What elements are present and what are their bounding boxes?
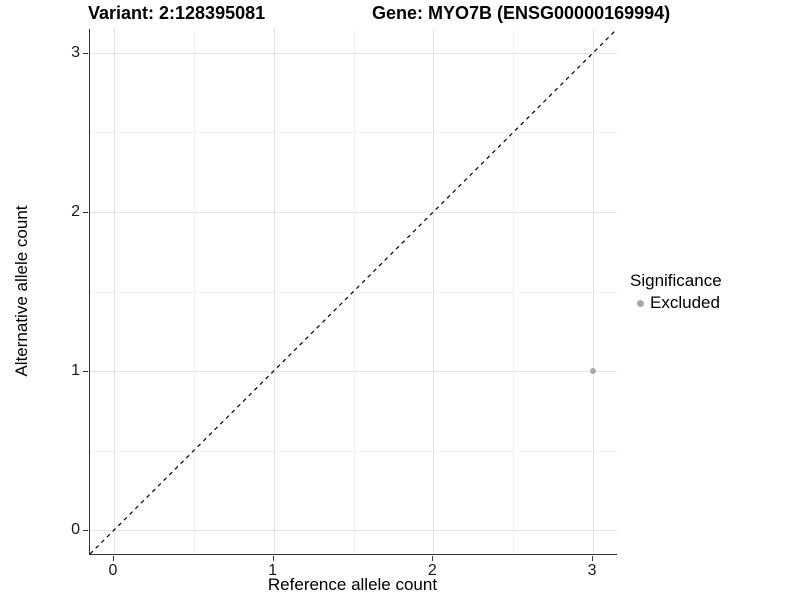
plot-panel — [89, 29, 617, 555]
y-tick-mark — [83, 52, 88, 54]
x-tick-mark — [432, 555, 434, 561]
plot-canvas — [90, 29, 617, 554]
legend-entry: Excluded — [630, 293, 722, 313]
legend-entry-label: Excluded — [650, 293, 720, 312]
y-tick-mark — [83, 371, 88, 373]
legend-entries: Excluded — [630, 293, 722, 313]
legend-marker-dot — [637, 299, 644, 307]
x-tick-mark — [272, 555, 274, 561]
y-tick-mark — [83, 211, 88, 213]
data-point — [590, 368, 597, 375]
x-tick-label: 2 — [427, 562, 437, 579]
x-tick-mark — [592, 555, 594, 561]
x-tick-label: 1 — [268, 562, 278, 579]
y-tick-mark — [83, 530, 88, 532]
y-tick-label: 2 — [71, 202, 80, 220]
legend-title: Significance — [630, 271, 722, 290]
x-axis-title: Reference allele count — [267, 575, 438, 594]
y-tick-label: 0 — [71, 521, 80, 539]
x-tick-label: 0 — [108, 562, 118, 579]
y-axis-title: Alternative allele count — [12, 205, 31, 377]
x-tick-mark — [112, 555, 114, 561]
identity-reference-line — [90, 29, 617, 554]
plot-title-variant: Variant: 2:128395081 — [88, 3, 266, 23]
legend: Significance Excluded — [630, 271, 722, 313]
x-tick-label: 3 — [587, 562, 597, 579]
y-tick-label: 1 — [71, 362, 80, 380]
y-tick-label: 3 — [71, 43, 80, 61]
plot-title-gene: Gene: MYO7B (ENSG00000169994) — [372, 3, 671, 23]
